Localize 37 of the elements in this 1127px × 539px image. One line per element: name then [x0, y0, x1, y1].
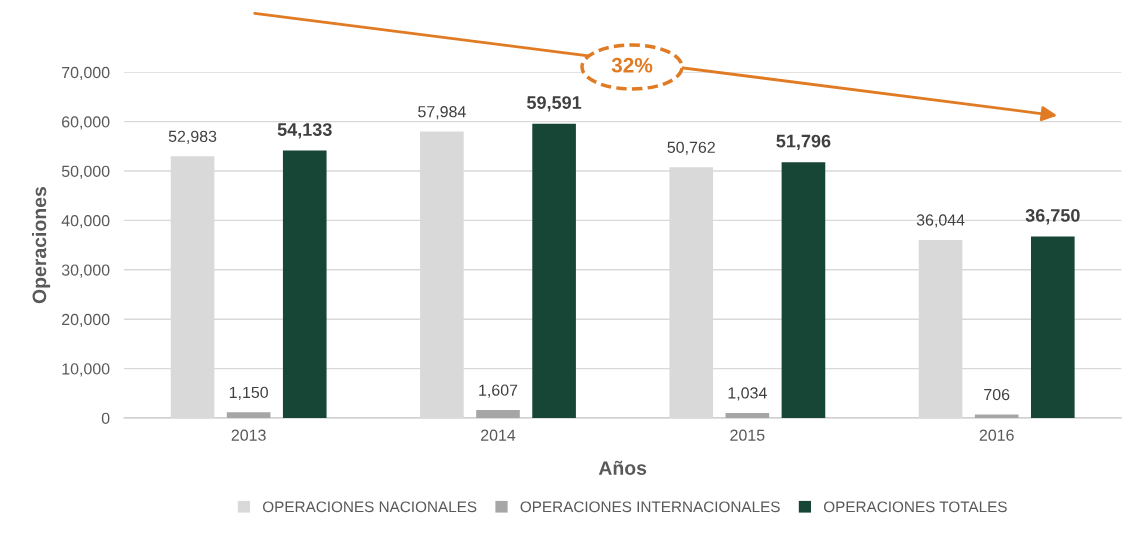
x-axis-title: Años [598, 460, 647, 475]
x-tick-label: 2013 [231, 429, 266, 441]
y-tick-label: 30,000 [61, 264, 110, 278]
data-label: 54,133 [277, 123, 332, 139]
bar [1030, 236, 1075, 418]
data-label: 36,750 [1025, 209, 1080, 225]
y-tick-label: 70,000 [62, 66, 110, 81]
bar [226, 412, 271, 418]
data-label: 50,762 [667, 141, 715, 155]
data-label: 1,607 [479, 384, 518, 398]
x-tick-label: 2016 [979, 429, 1014, 441]
y-tick-label: 60,000 [62, 116, 110, 130]
y-tick-label: 40,000 [61, 215, 110, 229]
y-axis-title: Operaciones [32, 187, 51, 304]
data-label: 57,984 [418, 106, 466, 120]
x-tick-label: 2014 [481, 429, 516, 441]
annotation: 32% [611, 57, 653, 73]
y-tick-label: 50,000 [61, 165, 110, 179]
bar [781, 162, 826, 418]
legend-label: OPERACIONES TOTALES [823, 501, 1007, 513]
y-tick-label: 10,000 [62, 363, 110, 377]
y-tick-label: 0 [101, 412, 110, 424]
data-label: 52,983 [168, 130, 217, 144]
y-tick-label: 20,000 [62, 313, 110, 328]
data-label: 36,044 [916, 214, 965, 228]
data-label: 1,034 [728, 387, 767, 401]
data-label: 51,796 [776, 134, 831, 151]
bar [476, 410, 520, 418]
data-label: 1,150 [229, 386, 269, 400]
data-label: 59,591 [527, 96, 582, 112]
data-label: 706 [984, 388, 1010, 401]
bar [282, 150, 327, 418]
bar [725, 412, 770, 418]
bar [532, 123, 576, 418]
legend-label: OPERACIONES NACIONALES [262, 501, 477, 513]
legend-label: OPERACIONES INTERNACIONALES [520, 501, 780, 513]
x-tick-label: 2015 [730, 429, 765, 441]
